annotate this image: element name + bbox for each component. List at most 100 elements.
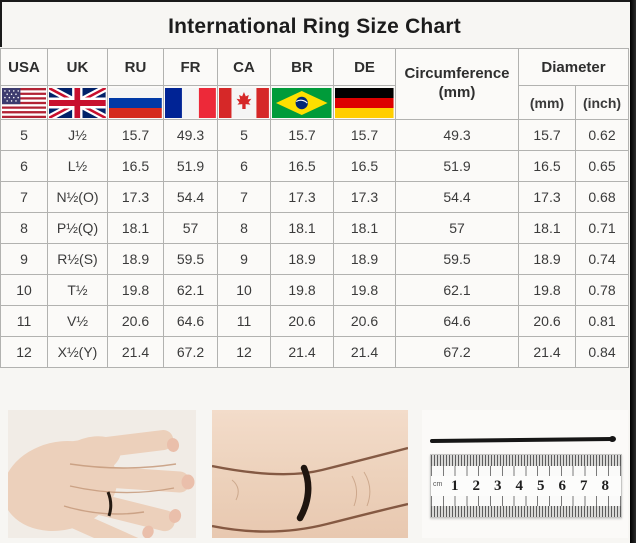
flag-header-row: (mm) (inch): [0, 85, 630, 120]
ruler-upper-ticks: [431, 466, 621, 476]
size-cell: 62.1: [163, 274, 218, 306]
size-cell: 20.6: [270, 305, 334, 337]
size-cell: 21.4: [107, 336, 164, 368]
size-cell: 49.3: [395, 119, 519, 151]
size-cell: 10: [217, 274, 271, 306]
size-cell: 0.71: [574, 212, 630, 244]
ruler-number: 8: [601, 477, 610, 494]
size-cell: 5: [217, 119, 271, 151]
size-cell: 67.2: [395, 336, 519, 368]
size-cell: 21.4: [518, 336, 576, 368]
table-row: 5 J½ 15.7 49.3 5 15.7 15.7 49.3 15.7 0.62: [0, 119, 630, 151]
diameter-mm-header: (mm): [518, 85, 576, 120]
ruler-number: 1: [451, 477, 459, 494]
left-frame-edge: [0, 0, 2, 47]
measuring-string: [429, 437, 615, 443]
size-cell: 62.1: [395, 274, 519, 306]
column-header-uk: UK: [47, 48, 108, 86]
size-cell: 15.7: [270, 119, 334, 151]
string-ring-on-hand: [106, 491, 113, 517]
size-cell: 7: [0, 181, 48, 213]
column-header-ca: CA: [217, 48, 271, 86]
photo-finger-closeup: [212, 410, 408, 538]
size-cell: 8: [0, 212, 48, 244]
size-cell: 9: [217, 243, 271, 275]
size-cell: 67.2: [163, 336, 218, 368]
right-frame-bar: [630, 0, 636, 543]
size-cell: 54.4: [163, 181, 218, 213]
size-cell: 20.6: [518, 305, 576, 337]
france-flag-icon: [165, 87, 216, 118]
top-frame-edge: [0, 0, 636, 2]
table-body: 5 J½ 15.7 49.3 5 15.7 15.7 49.3 15.7 0.62 6 L½ 16.5 5…: [0, 119, 630, 368]
ruler-number: 6: [558, 477, 567, 494]
germany-flag-icon: [335, 87, 394, 118]
russia-flag-icon: [109, 87, 162, 118]
table-row: 7 N½(O) 17.3 54.4 7 17.3 17.3 54.4 17.3 0.68: [0, 181, 630, 213]
size-cell: 59.5: [163, 243, 218, 275]
column-header-br: BR: [270, 48, 334, 86]
size-cell: 18.1: [518, 212, 576, 244]
string-ring-closeup: [296, 464, 312, 522]
size-cell: 0.68: [574, 181, 630, 213]
size-cell: 18.1: [107, 212, 164, 244]
table-row: 6 L½ 16.5 51.9 6 16.5 16.5 51.9 16.5 0.65: [0, 150, 630, 182]
size-cell: 21.4: [333, 336, 396, 368]
size-cell: L½: [47, 150, 108, 182]
size-cell: 57: [395, 212, 519, 244]
ruler-number: 2: [472, 477, 481, 494]
ruler-bottom-ticks: [431, 506, 621, 517]
size-cell: 17.3: [333, 181, 396, 213]
size-cell: 15.7: [518, 119, 576, 151]
hand-graphic: [8, 410, 196, 538]
column-header-de: DE: [333, 48, 396, 86]
size-cell: 19.8: [270, 274, 334, 306]
size-cell: P½(Q): [47, 212, 108, 244]
size-cell: V½: [47, 305, 108, 337]
size-cell: 8: [217, 212, 271, 244]
size-cell: 7: [217, 181, 271, 213]
size-cell: 11: [217, 305, 271, 337]
size-cell: 18.9: [107, 243, 164, 275]
size-cell: 0.65: [574, 150, 630, 182]
column-header-fr: FR: [163, 48, 218, 86]
ruler-unit-label: cm: [433, 481, 443, 488]
ruler-lower-ticks: [431, 496, 621, 506]
size-cell: R½(S): [47, 243, 108, 275]
size-cell: 51.9: [395, 150, 519, 182]
size-cell: 59.5: [395, 243, 519, 275]
size-cell: 20.6: [107, 305, 164, 337]
size-cell: 0.81: [574, 305, 630, 337]
size-cell: T½: [47, 274, 108, 306]
ruler-number: 7: [580, 477, 588, 494]
size-cell: 19.8: [333, 274, 396, 306]
size-cell: 18.9: [333, 243, 396, 275]
uk-flag-icon: [49, 87, 106, 118]
size-cell: 12: [0, 336, 48, 368]
canada-flag-icon: [219, 87, 269, 118]
circumference-label: Circumference: [404, 65, 510, 83]
size-cell: 16.5: [270, 150, 334, 182]
country-header-row: USA UK RU FR CA BR DE Circumference (mm)…: [0, 48, 630, 120]
size-cell: 15.7: [107, 119, 164, 151]
size-cell: 19.8: [518, 274, 576, 306]
column-header-ru: RU: [107, 48, 164, 86]
size-cell: N½(O): [47, 181, 108, 213]
circumference-unit: (mm): [438, 84, 476, 101]
ring-size-table: USA UK RU FR CA BR DE Circumference (mm)…: [0, 48, 630, 368]
size-cell: 15.7: [333, 119, 396, 151]
size-cell: 18.9: [270, 243, 334, 275]
ruler-number: 3: [494, 477, 502, 494]
size-cell: 5: [0, 119, 48, 151]
size-cell: 64.6: [395, 305, 519, 337]
size-cell: 17.3: [518, 181, 576, 213]
size-cell: 17.3: [270, 181, 334, 213]
size-cell: 16.5: [333, 150, 396, 182]
size-cell: 11: [0, 305, 48, 337]
table-row: 9 R½(S) 18.9 59.5 9 18.9 18.9 59.5 18.9 0.74: [0, 243, 630, 275]
size-cell: 16.5: [107, 150, 164, 182]
